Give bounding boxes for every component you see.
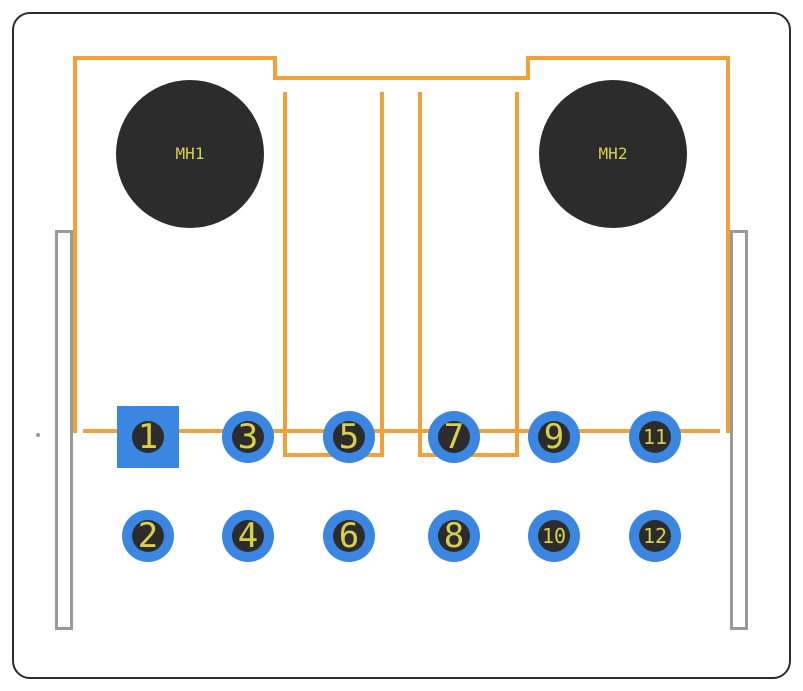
pad-hole <box>232 520 264 552</box>
pad-hole <box>538 520 570 552</box>
footprint-canvas: MH1MH2 135791124681012 <box>0 0 803 691</box>
mounting-hole <box>539 80 687 228</box>
pad-hole <box>132 520 164 552</box>
pad-hole <box>333 520 365 552</box>
origin-dot <box>36 433 40 437</box>
mounting-hole <box>116 80 264 228</box>
pad-hole <box>639 520 671 552</box>
pad-hole <box>438 421 470 453</box>
silkscreen-outline <box>0 0 803 691</box>
pad-hole <box>333 421 365 453</box>
pad-hole <box>132 421 164 453</box>
pad-hole <box>438 520 470 552</box>
pad-hole <box>232 421 264 453</box>
pad-hole <box>538 421 570 453</box>
pad-hole <box>639 421 671 453</box>
